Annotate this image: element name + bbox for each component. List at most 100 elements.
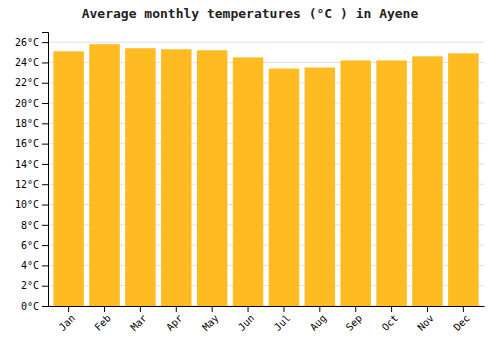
x-tick: Feb xyxy=(92,306,113,333)
y-tick-mark xyxy=(42,103,48,104)
x-tick-label: Dec xyxy=(451,312,472,333)
x-tick-label: Oct xyxy=(380,312,401,333)
bar xyxy=(125,48,156,306)
x-tick: Jan xyxy=(57,306,78,333)
y-tick-mark xyxy=(42,205,48,206)
x-tick-mark xyxy=(248,306,249,312)
y-tick-mark xyxy=(42,265,48,266)
x-tick-mark xyxy=(355,306,356,312)
x-tick-mark xyxy=(463,306,464,312)
y-tick-label: 24°C xyxy=(15,57,39,68)
x-tick-label: Feb xyxy=(92,312,113,333)
y-tick: 16°C xyxy=(15,138,48,149)
bar xyxy=(340,60,371,306)
bar xyxy=(412,56,443,306)
bar xyxy=(161,49,192,306)
chart-title: Average monthly temperatures (°C ) in Ay… xyxy=(82,6,419,21)
x-tick: Aug xyxy=(308,306,329,333)
y-tick-mark xyxy=(42,42,48,43)
x-tick: Jul xyxy=(272,306,293,333)
y-tick-mark xyxy=(42,225,48,226)
y-tick: 2°C xyxy=(21,280,48,291)
bar xyxy=(89,44,120,306)
chart-svg: Average monthly temperatures (°C ) in Ay… xyxy=(0,0,500,350)
y-tick-mark xyxy=(42,144,48,145)
marks xyxy=(53,44,478,306)
x-tick: Jun xyxy=(236,306,257,333)
y-tick-mark xyxy=(42,123,48,124)
chart-container: Average monthly temperatures (°C ) in Ay… xyxy=(0,0,500,350)
x-tick-mark xyxy=(104,306,105,312)
x-tick: Mar xyxy=(128,306,149,333)
y-tick-label: 14°C xyxy=(15,159,39,170)
y-tick-label: 22°C xyxy=(15,77,39,88)
x-axis-line xyxy=(49,306,485,307)
x-tick: Oct xyxy=(380,306,401,333)
grid-line xyxy=(48,42,484,43)
y-tick: 20°C xyxy=(15,98,48,109)
y-tick-label: 4°C xyxy=(21,260,39,271)
x-tick-label: Aug xyxy=(308,312,329,333)
bar xyxy=(269,69,300,306)
x-tick-label: Apr xyxy=(164,312,185,333)
y-tick-label: 0°C xyxy=(21,301,39,312)
y-tick-label: 26°C xyxy=(15,37,39,48)
x-tick: Apr xyxy=(164,306,185,333)
x-tick: Nov xyxy=(415,306,436,333)
y-tick-mark xyxy=(42,286,48,287)
plot-area: 0°C 2°C 4°C 6°C 8°C 10°C 12°C 14°C 16°C 18°C 20°C 2… xyxy=(15,33,485,333)
x-tick-mark xyxy=(68,306,69,312)
y-tick: 4°C xyxy=(21,260,48,271)
x-tick: Dec xyxy=(451,306,472,333)
y-tick: 18°C xyxy=(15,118,48,129)
y-tick-label: 20°C xyxy=(15,98,39,109)
x-tick-mark xyxy=(176,306,177,312)
x-axis: Jan Feb Mar Apr May Jun Jul Aug Sep Oct Nov Dec xyxy=(49,306,485,333)
x-tick: Sep xyxy=(344,306,365,333)
y-tick-mark xyxy=(42,184,48,185)
bar xyxy=(233,57,264,306)
bar xyxy=(305,68,336,306)
x-tick-label: May xyxy=(200,312,221,333)
x-tick-mark xyxy=(140,306,141,312)
x-tick-label: Jul xyxy=(272,312,293,333)
y-tick: 22°C xyxy=(15,77,48,88)
y-axis-line xyxy=(42,33,49,307)
y-tick-mark xyxy=(42,245,48,246)
bar xyxy=(376,60,407,306)
grid xyxy=(48,42,484,306)
x-tick-label: Mar xyxy=(128,312,149,333)
y-tick-label: 12°C xyxy=(15,179,39,190)
y-tick-label: 2°C xyxy=(21,280,39,291)
y-tick: 14°C xyxy=(15,159,48,170)
bar xyxy=(197,50,228,306)
y-tick-label: 18°C xyxy=(15,118,39,129)
x-tick-mark xyxy=(212,306,213,312)
x-tick-label: Nov xyxy=(415,312,436,333)
y-axis: 0°C 2°C 4°C 6°C 8°C 10°C 12°C 14°C 16°C 18°C 20°C 2… xyxy=(15,33,49,312)
bar xyxy=(53,51,84,306)
y-tick: 12°C xyxy=(15,179,48,190)
x-tick-mark xyxy=(283,306,284,312)
x-tick-mark xyxy=(427,306,428,312)
x-tick-label: Jan xyxy=(57,312,78,333)
y-tick: 26°C xyxy=(15,37,48,48)
x-tick: May xyxy=(200,306,221,333)
y-tick-label: 10°C xyxy=(15,199,39,210)
y-tick: 10°C xyxy=(15,199,48,210)
y-tick-label: 6°C xyxy=(21,240,39,251)
bar xyxy=(448,53,479,306)
y-tick: 6°C xyxy=(21,240,48,251)
y-tick: 0°C xyxy=(21,301,48,312)
y-tick-mark xyxy=(42,306,48,307)
x-tick-mark xyxy=(391,306,392,312)
y-tick-mark xyxy=(42,83,48,84)
y-tick: 24°C xyxy=(15,57,48,68)
y-tick-label: 16°C xyxy=(15,138,39,149)
x-tick-mark xyxy=(319,306,320,312)
x-tick-label: Sep xyxy=(344,312,365,333)
y-tick-label: 8°C xyxy=(21,220,39,231)
y-tick-mark xyxy=(42,164,48,165)
y-tick: 8°C xyxy=(21,220,48,231)
y-tick-mark xyxy=(42,62,48,63)
